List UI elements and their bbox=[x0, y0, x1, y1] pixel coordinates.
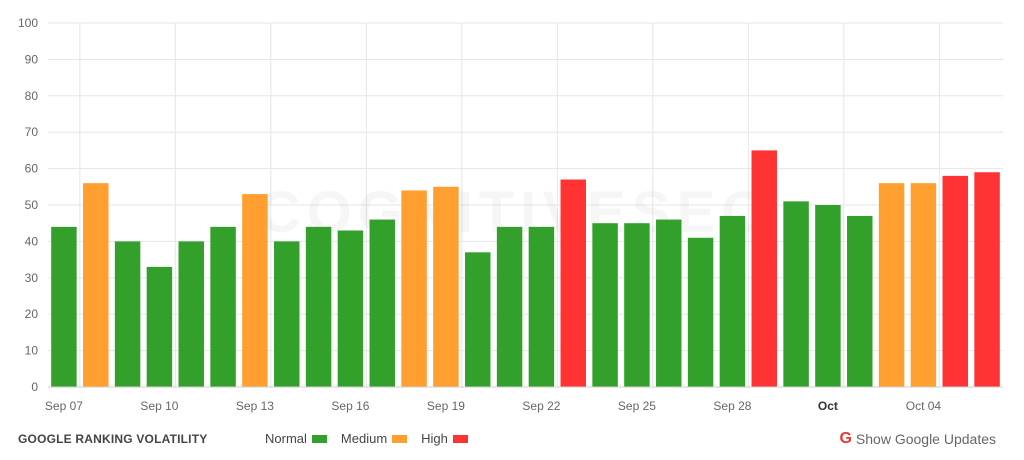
y-tick-label: 20 bbox=[25, 307, 39, 321]
chart-title: GOOGLE RANKING VOLATILITY bbox=[18, 432, 208, 446]
bar bbox=[687, 237, 714, 387]
bar bbox=[783, 201, 809, 387]
bar bbox=[83, 183, 109, 387]
x-tick-label: Sep 19 bbox=[427, 399, 465, 413]
bar bbox=[210, 226, 236, 387]
bar bbox=[656, 219, 682, 387]
bar bbox=[878, 183, 905, 387]
show-google-updates-button[interactable]: G Show Google Updates bbox=[839, 430, 996, 448]
google-g-icon: G bbox=[839, 430, 852, 447]
y-tick-label: 60 bbox=[25, 162, 39, 176]
y-tick-label: 80 bbox=[25, 89, 39, 103]
bar bbox=[465, 252, 491, 387]
bar bbox=[433, 186, 459, 387]
bar bbox=[51, 226, 77, 387]
bar bbox=[401, 190, 427, 387]
y-tick-label: 50 bbox=[25, 198, 39, 212]
x-tick-label: Sep 25 bbox=[618, 399, 656, 413]
legend-medium-swatch bbox=[392, 434, 408, 443]
legend-medium[interactable]: Medium bbox=[340, 431, 408, 446]
bar bbox=[910, 183, 937, 387]
legend-normal-swatch bbox=[311, 434, 327, 443]
bar bbox=[974, 172, 1000, 387]
x-tick-label: Sep 13 bbox=[236, 399, 274, 413]
y-tick-label: 100 bbox=[18, 16, 38, 30]
y-tick-label: 40 bbox=[25, 234, 39, 248]
chart-legend: Normal Medium High bbox=[265, 431, 482, 446]
bar bbox=[146, 266, 173, 387]
bar bbox=[942, 175, 968, 387]
bar bbox=[847, 215, 873, 387]
bar bbox=[242, 194, 268, 387]
bar bbox=[815, 205, 841, 387]
x-tick-label: Oct 04 bbox=[906, 399, 942, 413]
bar bbox=[719, 215, 746, 387]
y-tick-label: 70 bbox=[25, 125, 39, 139]
legend-high-label: High bbox=[421, 431, 448, 446]
legend-medium-label: Medium bbox=[340, 431, 388, 446]
bar bbox=[305, 226, 332, 387]
x-tick-label: Sep 10 bbox=[140, 399, 178, 413]
bar bbox=[560, 179, 586, 387]
legend-high-swatch bbox=[452, 434, 468, 443]
bar bbox=[496, 226, 523, 387]
y-tick-label: 30 bbox=[25, 271, 39, 285]
x-tick-label: Oct bbox=[818, 399, 838, 413]
x-tick-label: Sep 22 bbox=[522, 399, 560, 413]
show-google-updates-label: Show Google Updates bbox=[855, 431, 996, 447]
y-tick-label: 10 bbox=[25, 344, 39, 358]
y-tick-label: 90 bbox=[25, 52, 39, 66]
bar bbox=[624, 223, 650, 387]
bar bbox=[114, 241, 141, 387]
bar bbox=[178, 241, 204, 387]
x-tick-label: Sep 16 bbox=[331, 399, 369, 413]
bar bbox=[337, 230, 364, 387]
bar bbox=[369, 219, 395, 387]
bar bbox=[274, 241, 300, 387]
legend-normal[interactable]: Normal bbox=[265, 431, 327, 446]
bar bbox=[592, 223, 618, 387]
legend-normal-label: Normal bbox=[265, 431, 307, 446]
legend-high[interactable]: High bbox=[421, 431, 468, 446]
bar bbox=[751, 150, 777, 387]
bar bbox=[528, 226, 555, 387]
y-tick-label: 0 bbox=[31, 380, 38, 394]
x-tick-label: Sep 28 bbox=[713, 399, 751, 413]
x-tick-label: Sep 07 bbox=[45, 399, 83, 413]
